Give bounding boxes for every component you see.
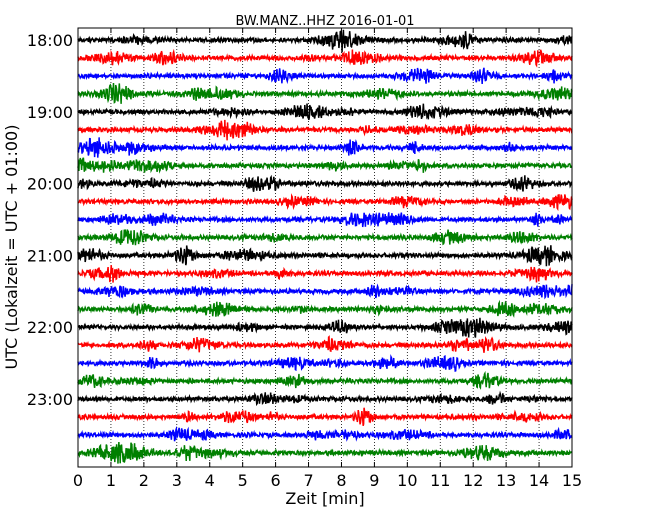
seismic-trace (77, 370, 573, 390)
seismic-trace (77, 29, 573, 53)
y-tick-label: 19:00 (27, 103, 73, 122)
x-tick-label: 6 (271, 471, 281, 490)
plot-frame (77, 27, 573, 468)
y-tick-label: 18:00 (27, 31, 73, 50)
x-tick-label: 9 (369, 471, 379, 490)
seismic-trace (77, 48, 573, 68)
x-tick-label: 2 (139, 471, 149, 490)
y-tick-label: 23:00 (27, 390, 73, 409)
x-tick-label: 13 (496, 471, 516, 490)
x-axis-label: Zeit [min] (285, 489, 364, 508)
seismic-trace (77, 265, 573, 283)
seismic-trace (77, 425, 573, 442)
seismic-trace (77, 212, 573, 228)
x-tick-label: 4 (205, 471, 215, 490)
seismic-trace (77, 245, 573, 267)
x-tick-label: 0 (73, 471, 83, 490)
seismic-trace (77, 156, 573, 174)
x-tick-label: 10 (397, 471, 417, 490)
seismic-trace (77, 299, 573, 318)
chart-title: BW.MANZ..HHZ 2016-01-01 (235, 14, 414, 29)
seismic-trace (77, 119, 573, 141)
y-axis-ticks: 18:00 19:00 20:00 21:00 22:00 23:00 (27, 31, 83, 409)
grid-lines (110, 28, 540, 467)
x-tick-label: 3 (172, 471, 182, 490)
seismic-trace (77, 353, 573, 373)
y-tick-label: 22:00 (27, 318, 73, 337)
x-tick-label: 12 (463, 471, 483, 490)
y-axis-label: UTC (Lokalzeit = UTC + 01:00) (2, 125, 21, 370)
seismic-trace (77, 335, 573, 353)
seismic-trace (77, 67, 573, 85)
seismic-trace (77, 442, 573, 464)
x-tick-label: 11 (430, 471, 450, 490)
x-tick-label: 8 (336, 471, 346, 490)
seismic-trace (77, 283, 573, 300)
x-tick-label: 7 (303, 471, 313, 490)
seismic-trace (77, 82, 573, 104)
x-tick-label: 14 (529, 471, 549, 490)
seismic-trace (77, 317, 573, 338)
y-tick-label: 20:00 (27, 175, 73, 194)
seismic-trace (77, 103, 573, 121)
seismic-trace (77, 229, 573, 246)
seismic-trace (77, 407, 573, 427)
seismic-trace (77, 390, 573, 407)
x-tick-label: 1 (106, 471, 116, 490)
seismic-traces (77, 29, 573, 464)
x-tick-label: 5 (238, 471, 248, 490)
seismic-trace (77, 193, 573, 212)
seismic-trace (77, 137, 573, 158)
y-tick-label: 21:00 (27, 246, 73, 265)
x-tick-label: 15 (562, 471, 582, 490)
seismic-trace (77, 174, 573, 193)
x-axis-ticks: 0 1 2 3 4 5 6 7 8 9 10 11 12 13 14 15 (73, 28, 582, 490)
